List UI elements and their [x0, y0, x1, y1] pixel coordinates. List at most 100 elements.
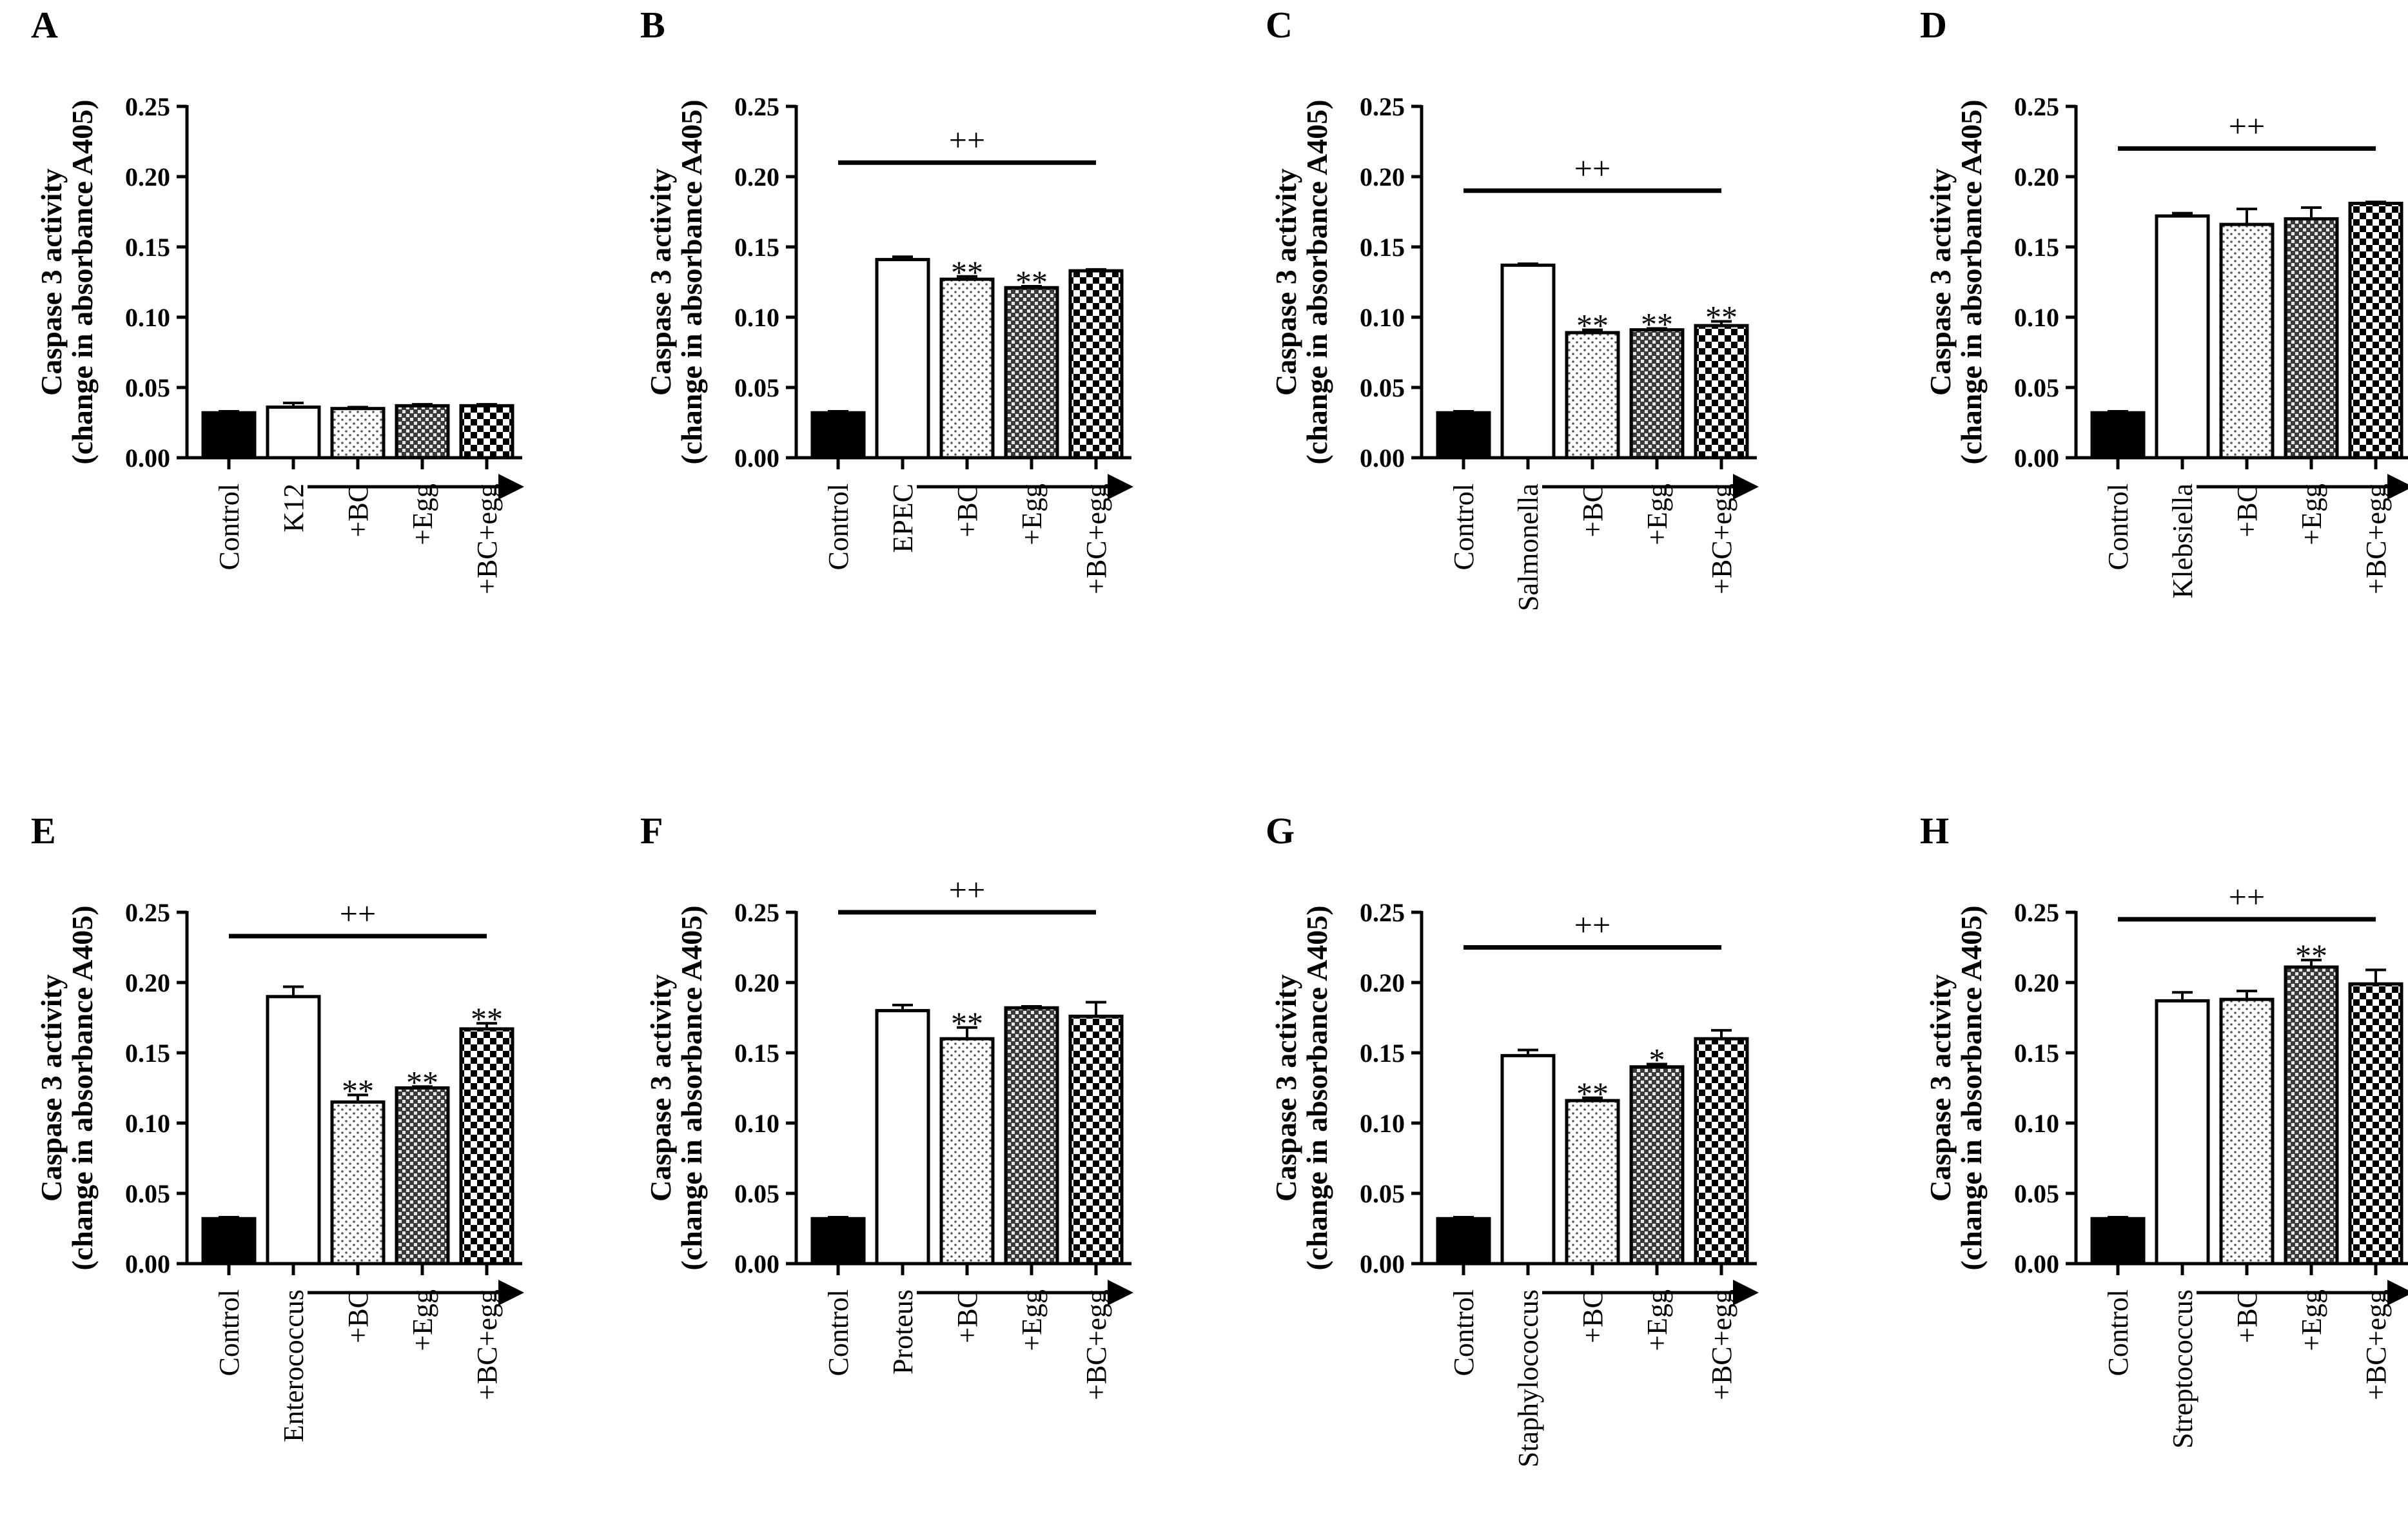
y-tick-label: 0.25: [1360, 898, 1405, 927]
y-tick-label: 0.15: [125, 233, 170, 262]
x-tick-label: +BC+egg: [1706, 1289, 1737, 1400]
panel-b: B Caspase 3 activity(change in absorbance…: [640, 4, 1133, 594]
significance-label: ++: [949, 122, 985, 158]
y-tick-label: 0.25: [2014, 898, 2059, 927]
bar--bc: [330, 407, 386, 460]
bar-control: [1436, 1217, 1491, 1266]
y-tick-label: 0.00: [125, 444, 170, 473]
significance-stars: **: [1576, 308, 1609, 344]
y-tick-label: 0.20: [2014, 968, 2059, 997]
y-tick-label: 0.15: [734, 233, 779, 262]
x-tick-label: Proteus: [887, 1289, 919, 1375]
y-tick-label: 0.05: [2014, 373, 2059, 402]
significance-stars: **: [2295, 937, 2327, 974]
y-tick-label: 0.25: [734, 898, 779, 927]
y-axis-label-units: (change in absorbance A405): [66, 905, 99, 1270]
panel-letter: G: [1266, 810, 1295, 852]
y-tick-label: 0.10: [2014, 303, 2059, 332]
x-tick-label: +Egg: [2296, 484, 2327, 545]
bar--bc-egg: [1068, 1014, 1124, 1266]
bar-control: [1436, 411, 1491, 460]
bar--bc-egg: [459, 1027, 514, 1266]
x-tick-label: +BC: [342, 484, 374, 538]
x-tick-label: Control: [1448, 484, 1480, 570]
bar-control: [2090, 1217, 2146, 1266]
significance-stars: **: [1641, 306, 1673, 342]
panel-g: G Caspase 3 activity(change in absorbance…: [1266, 810, 1759, 1467]
x-tick-label: +BC: [952, 484, 983, 538]
x-tick-label: +BC+egg: [2360, 1289, 2392, 1400]
y-tick-label: 0.10: [734, 1109, 779, 1138]
y-tick-label: 0.20: [1360, 968, 1405, 997]
x-tick-label: Enterococcus: [278, 1289, 309, 1442]
panel-letter: F: [640, 810, 663, 852]
y-tick-label: 0.10: [1360, 1109, 1405, 1138]
panel-letter: H: [1920, 810, 1949, 852]
x-tick-label: Streptococcus: [2167, 1289, 2198, 1449]
x-tick-label: +Egg: [2296, 1289, 2327, 1351]
bar--bc-egg: [1694, 324, 1749, 460]
y-axis-label-units: (change in absorbance A405): [66, 99, 99, 464]
x-tick-label: Control: [1448, 1289, 1480, 1376]
y-axis-label-units: (change in absorbance A405): [1300, 905, 1333, 1270]
y-tick-label: 0.25: [125, 898, 170, 927]
y-tick-label: 0.20: [2014, 162, 2059, 191]
y-axis-label-units: (change in absorbance A405): [1300, 99, 1333, 464]
significance-stars: *: [1649, 1041, 1665, 1077]
significance-label: ++: [2229, 108, 2265, 144]
bar--bc-egg: [2348, 982, 2403, 1266]
bar--bc-egg: [1694, 1037, 1749, 1266]
panel-letter: C: [1266, 4, 1293, 46]
bar--egg: [395, 404, 450, 460]
x-tick-label: +Egg: [1016, 484, 1048, 545]
y-tick-label: 0.05: [125, 373, 170, 402]
y-tick-label: 0.10: [125, 303, 170, 332]
x-tick-label: +Egg: [407, 484, 438, 545]
significance-stars: **: [471, 1001, 503, 1037]
y-axis-label: Caspase 3 activity: [1924, 974, 1957, 1202]
significance-stars: **: [951, 1005, 983, 1041]
bar--bc: [2219, 222, 2275, 460]
y-tick-label: 0.25: [1360, 92, 1405, 121]
bar--egg: [1629, 328, 1685, 460]
x-tick-label: +BC+egg: [471, 1289, 503, 1400]
bar-control: [810, 411, 866, 460]
bar-staphylococcus: [1500, 1053, 1556, 1266]
panel-letter: E: [31, 810, 56, 852]
y-axis-label-units: (change in absorbance A405): [675, 99, 708, 464]
y-tick-label: 0.00: [125, 1249, 170, 1278]
y-tick-label: 0.05: [2014, 1179, 2059, 1208]
x-tick-label: +Egg: [1016, 1289, 1048, 1351]
x-tick-label: +Egg: [407, 1289, 438, 1351]
panel-c: C Caspase 3 activity(change in absorbance…: [1266, 4, 1759, 611]
y-tick-label: 0.15: [734, 1039, 779, 1068]
y-tick-label: 0.00: [1360, 444, 1405, 473]
bar--bc: [1565, 331, 1620, 460]
bar-klebsiella: [2155, 214, 2210, 460]
y-axis-label: Caspase 3 activity: [35, 168, 68, 396]
bar--bc: [2219, 997, 2275, 1266]
y-tick-label: 0.05: [1360, 1179, 1405, 1208]
bar--egg: [2284, 217, 2339, 460]
panel-letter: D: [1920, 4, 1947, 46]
bar--egg: [1004, 286, 1059, 460]
panel-letter: A: [31, 4, 58, 46]
x-tick-label: +BC+egg: [1706, 484, 1737, 594]
x-tick-label: Klebsiella: [2167, 484, 2198, 598]
y-tick-label: 0.00: [1360, 1249, 1405, 1278]
significance-stars: **: [406, 1064, 438, 1100]
bar--bc-egg: [1068, 269, 1124, 460]
y-axis-label: Caspase 3 activity: [1924, 168, 1957, 396]
x-tick-label: +BC: [1577, 484, 1609, 538]
x-tick-label: Control: [213, 484, 245, 570]
x-tick-label: +BC: [952, 1289, 983, 1344]
bar--bc: [939, 1037, 995, 1266]
significance-label: ++: [2229, 879, 2265, 915]
y-tick-label: 0.00: [734, 1249, 779, 1278]
significance-stars: **: [951, 254, 983, 290]
bar-streptococcus: [2155, 999, 2210, 1266]
x-tick-label: K12: [278, 484, 309, 533]
y-axis-label-units: (change in absorbance A405): [1955, 99, 1988, 464]
y-tick-label: 0.00: [2014, 444, 2059, 473]
x-tick-label: Control: [2102, 1289, 2134, 1376]
